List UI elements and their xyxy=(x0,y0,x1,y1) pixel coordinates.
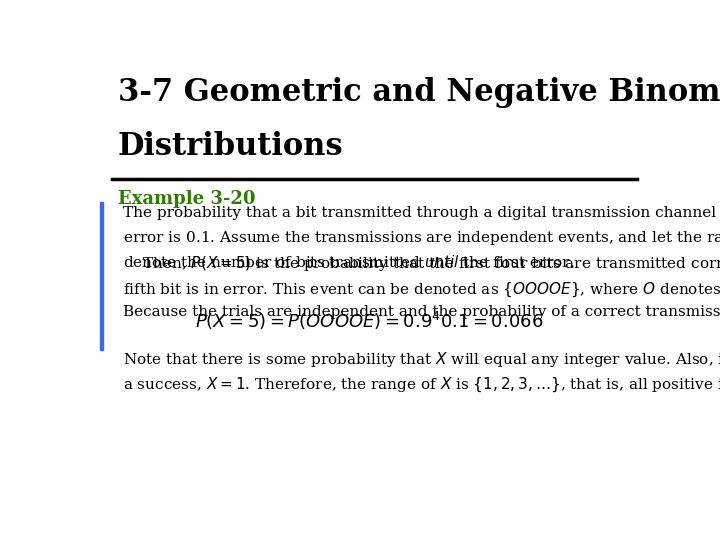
Bar xyxy=(100,202,103,349)
Text: The probability that a bit transmitted through a digital transmission channel is: The probability that a bit transmitted t… xyxy=(124,206,720,270)
Text: Note that there is some probability that $X$ will equal any integer value. Also,: Note that there is some probability that… xyxy=(124,349,720,394)
Text: Distributions: Distributions xyxy=(118,131,343,163)
Text: Example 3-20: Example 3-20 xyxy=(118,190,256,207)
Text: $P(X = 5) = P(OOOOE) = 0.9^{4}0.1 = 0.066$: $P(X = 5) = P(OOOOE) = 0.9^{4}0.1 = 0.06… xyxy=(195,310,543,332)
Text: Then, $P(X = 5)$ is the probability that the first four bits are transmitted cor: Then, $P(X = 5)$ is the probability that… xyxy=(124,254,720,319)
Text: 3-7 Geometric and Negative Binomial: 3-7 Geometric and Negative Binomial xyxy=(118,77,720,109)
